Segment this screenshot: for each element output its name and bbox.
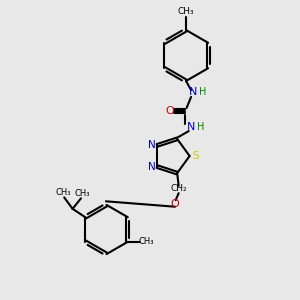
- Text: CH₃: CH₃: [139, 237, 154, 246]
- Text: CH₃: CH₃: [74, 189, 90, 198]
- Text: O: O: [171, 199, 179, 209]
- Text: O: O: [165, 106, 174, 116]
- Text: N: N: [187, 122, 195, 133]
- Text: CH₃: CH₃: [178, 7, 194, 16]
- Text: N: N: [148, 162, 155, 172]
- Text: CH₃: CH₃: [55, 188, 71, 197]
- Text: N: N: [148, 140, 155, 150]
- Text: S: S: [192, 151, 199, 161]
- Text: CH₂: CH₂: [171, 184, 188, 193]
- Text: N: N: [189, 87, 198, 98]
- Text: H: H: [197, 122, 204, 133]
- Text: H: H: [200, 87, 207, 98]
